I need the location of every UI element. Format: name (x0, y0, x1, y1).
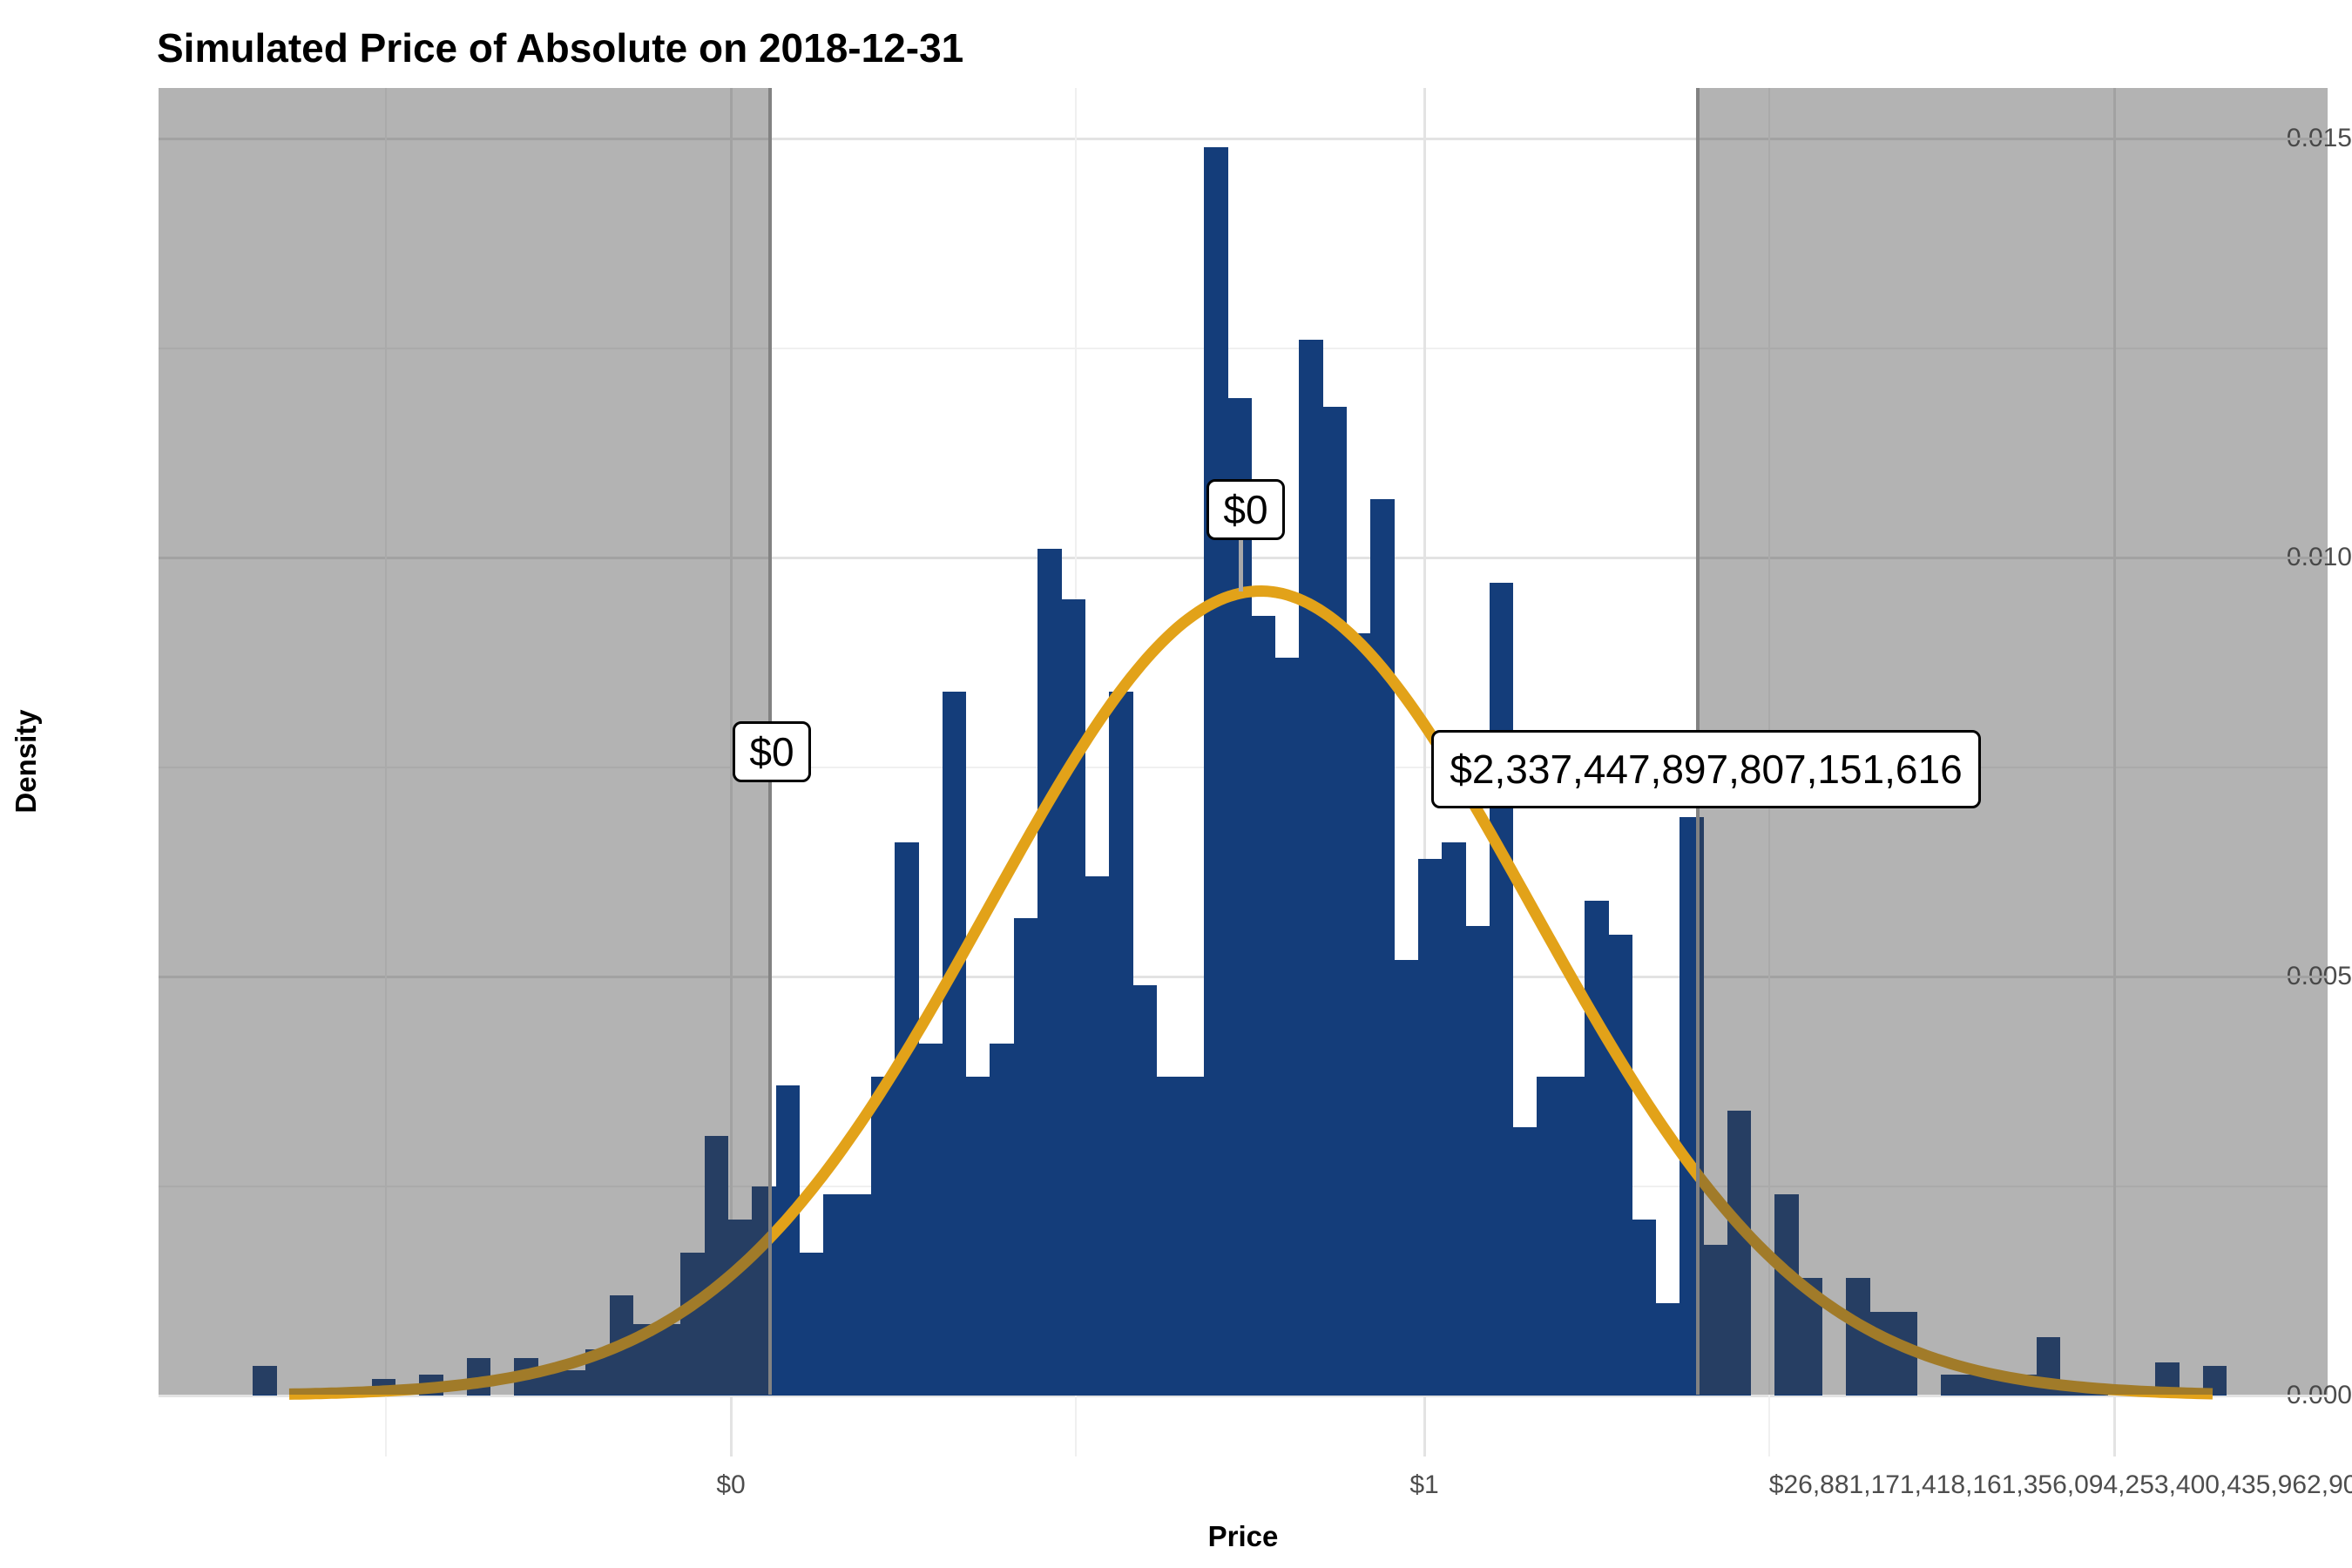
histogram-bar (253, 1366, 277, 1396)
histogram-bar (1941, 1374, 1966, 1396)
histogram-bar (1537, 1077, 1561, 1396)
histogram-bar (1655, 1303, 1680, 1396)
histogram-bar (1013, 917, 1038, 1396)
histogram-bar (966, 1077, 990, 1396)
major-gridline (2112, 88, 2116, 1456)
histogram-bar (1560, 1077, 1585, 1396)
histogram-bar (1584, 901, 1609, 1396)
histogram-bar (1370, 498, 1395, 1396)
histogram-bar (1251, 616, 1276, 1396)
histogram-bar (870, 1077, 896, 1396)
histogram-bar (1608, 934, 1632, 1396)
histogram-bar (1061, 599, 1085, 1396)
shaded-region-left (159, 88, 770, 1395)
histogram-bar (942, 691, 967, 1396)
plot-panel (159, 88, 2328, 1456)
histogram-bar (1085, 875, 1110, 1396)
histogram-bar (895, 842, 919, 1396)
histogram-bar (918, 1043, 943, 1396)
major-gridline (159, 137, 2328, 140)
histogram-bar (657, 1324, 681, 1396)
x-axis-title: Price (1207, 1520, 1279, 1552)
minor-gridline (159, 348, 2328, 349)
histogram-bar (1156, 1077, 1181, 1396)
right-quantile-label: $2,337,447,897,807,151,616 (1431, 730, 1981, 808)
histogram-bar (1204, 146, 1228, 1396)
left-quantile-label: $0 (733, 721, 811, 782)
major-gridline (1423, 88, 1426, 1456)
histogram-bar (1346, 632, 1371, 1396)
histogram-bar (704, 1135, 729, 1396)
histogram-bar (1037, 549, 1062, 1396)
histogram-bar (1774, 1194, 1799, 1396)
histogram-bar (1869, 1311, 1895, 1396)
histogram-bar (1417, 859, 1443, 1396)
histogram-bar (1322, 406, 1348, 1396)
x-tick-label: $1 (1409, 1470, 1439, 1499)
histogram-bar (1274, 658, 1300, 1396)
histogram-bar (847, 1194, 872, 1396)
histogram-bar (775, 1085, 801, 1396)
histogram-bar (1512, 1127, 1538, 1396)
histogram-bar (1179, 1077, 1205, 1396)
histogram-bar (728, 1219, 753, 1396)
histogram-bar (1465, 926, 1490, 1396)
histogram-bar (823, 1194, 848, 1396)
histogram-bar (752, 1186, 777, 1396)
histogram-bar (1132, 984, 1157, 1396)
peak-label-leader-line (1239, 534, 1243, 591)
density-curve (288, 585, 2213, 1400)
histogram-bar (990, 1043, 1015, 1396)
major-gridline (159, 1394, 2328, 1397)
minor-gridline (385, 88, 387, 1456)
histogram-bar (1632, 1219, 1657, 1396)
histogram-bar (1680, 817, 1704, 1396)
x-tick-label: $26,881,171,418,161,356,094,253,400,435,… (1768, 1470, 2352, 1499)
histogram-bar (1489, 582, 1514, 1396)
peak-label: $0 (1206, 479, 1285, 540)
histogram-bar (1727, 1110, 1752, 1396)
y-axis-title: Density (10, 709, 42, 814)
plot-title: Simulated Price of Absolute on 2018-12-3… (157, 25, 964, 71)
histogram-bar (1299, 339, 1323, 1396)
histogram-bar (1442, 842, 1466, 1396)
major-gridline (729, 88, 733, 1456)
x-tick-label: $0 (716, 1470, 746, 1499)
histogram-bar (561, 1370, 586, 1396)
histogram-bar (1703, 1244, 1728, 1396)
histogram-bar (1846, 1278, 1870, 1396)
histogram-bar (799, 1253, 824, 1396)
histogram-bar (680, 1253, 706, 1396)
histogram-bar (1108, 691, 1133, 1396)
histogram-bar (1394, 959, 1419, 1396)
